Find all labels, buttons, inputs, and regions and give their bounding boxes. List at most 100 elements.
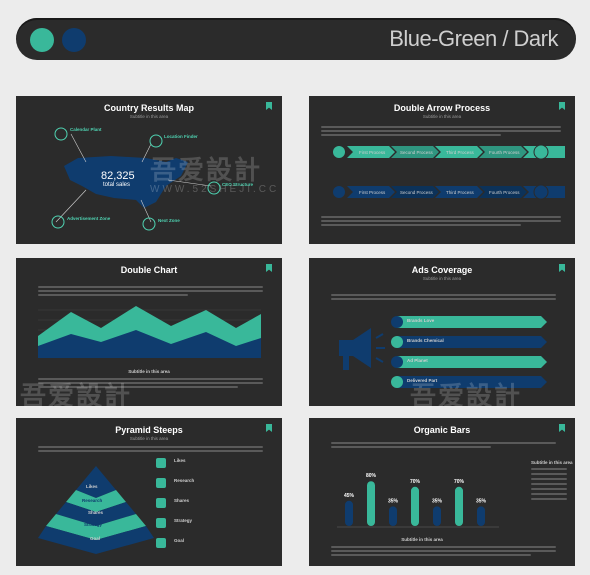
bookmark-icon <box>559 102 565 110</box>
side-item-1: Likes <box>174 458 186 463</box>
total-sales-value: 82,325 <box>101 170 135 182</box>
slide-title: Ads Coverage <box>411 265 473 275</box>
camera-icon <box>156 538 166 548</box>
color-swatch-dark-blue <box>62 28 86 52</box>
side-item-5: Goal <box>174 538 185 543</box>
bar <box>433 506 441 526</box>
chart-caption: Subtitle in this area <box>128 369 170 374</box>
bookmark-icon <box>559 264 565 272</box>
body-text <box>38 294 188 296</box>
body-text <box>38 290 263 292</box>
body-text <box>321 126 561 128</box>
bar <box>455 486 463 526</box>
megaphone-icon <box>339 316 547 388</box>
body-text <box>321 134 501 136</box>
slide-organic-bars[interactable]: Organic Bars 45% 80% 35% 70% 35% 70% 35% Subti… <box>309 418 575 566</box>
ads-item-4: Delivered Part <box>407 378 438 383</box>
watermark-url: WWW.52SHEJI.CC <box>150 184 280 195</box>
process-step-1b: First Process <box>359 190 386 195</box>
slide-country-results-map[interactable]: Country Results Map Subtitle in this are… <box>16 96 282 244</box>
body-text <box>38 450 263 452</box>
body-text <box>38 382 263 384</box>
pyramid-graphic <box>38 466 154 554</box>
bookmark-icon <box>559 424 565 432</box>
bar-value-label: 70% <box>454 479 465 485</box>
body-text <box>321 220 561 222</box>
slide-ads-coverage[interactable]: Ads Coverage Subtitle in this area Brand… <box>309 258 575 406</box>
pyramid-level-5: Goal <box>90 536 101 541</box>
bar <box>411 486 419 526</box>
side-item-3: Shares <box>174 498 190 503</box>
body-text <box>331 294 556 296</box>
body-text <box>38 446 263 448</box>
bar-value-label: 45% <box>344 493 355 499</box>
body-text <box>531 478 567 480</box>
process-step-3b: Third Process <box>446 190 474 195</box>
bar <box>367 481 375 526</box>
callout-next: Next Zone <box>158 218 180 223</box>
slide-pyramid-steeps[interactable]: Pyramid Steeps Subtitle in this area Lik… <box>16 418 282 566</box>
slide-title: Double Arrow Process <box>393 103 491 113</box>
side-item-2: Research <box>174 478 195 483</box>
body-text <box>531 493 567 495</box>
total-sales-label: total sales <box>103 182 131 188</box>
header-title: Blue-Green / Dark <box>389 26 558 51</box>
body-text <box>38 286 263 288</box>
slide-subtitle: Subtitle in this area <box>422 114 462 119</box>
pyramid-level-4: Strategy <box>84 522 103 527</box>
slide-title: Pyramid Steeps <box>115 425 183 435</box>
like-icon <box>156 458 166 468</box>
process-step-2b: Second Process <box>400 190 433 195</box>
process-step-1: First Process <box>359 150 386 155</box>
usa-map-graphic <box>51 127 221 231</box>
body-text <box>531 483 567 485</box>
process-arrows <box>333 144 565 200</box>
ads-item-1: Brands Love <box>407 318 435 323</box>
watermark-logo: 吾爱設計 <box>150 155 263 185</box>
bar-value-label: 35% <box>476 498 487 504</box>
callout-calendar: Calendar Plant <box>70 127 102 132</box>
slide-subtitle: Subtitle in this area <box>422 276 462 281</box>
body-text <box>331 298 556 300</box>
process-step-3: Third Process <box>446 150 474 155</box>
chat-icon <box>156 518 166 528</box>
body-text <box>331 446 491 448</box>
side-item-4: Strategy <box>174 518 193 523</box>
bar <box>345 500 353 526</box>
organic-bar-chart: 45% 80% 35% 70% 35% 70% 35% <box>337 473 499 528</box>
callout-ceo: CEO Structure <box>222 182 254 187</box>
ads-item-3: Ad Planet <box>407 358 428 363</box>
ads-item-2: Brands Chemical <box>407 338 444 343</box>
bar-value-label: 35% <box>432 498 443 504</box>
bookmark-icon <box>266 424 272 432</box>
pyramid-level-1: Likes <box>86 484 98 489</box>
body-text <box>531 473 567 475</box>
area-chart <box>38 306 261 358</box>
callout-advertisement: Advertisement Zone <box>67 216 111 221</box>
bar-value-label: 80% <box>366 473 377 479</box>
process-step-4: Fourth Process <box>489 150 520 155</box>
slide-title: Double Chart <box>120 265 178 275</box>
process-step-4b: Fourth Process <box>489 190 520 195</box>
bookmark-icon <box>266 102 272 110</box>
callout-location: Location Finder <box>164 134 198 139</box>
share-icon <box>156 498 166 508</box>
bookmark-icon <box>266 264 272 272</box>
header-bar: Blue-Green / Dark <box>16 18 576 60</box>
body-text <box>531 498 567 500</box>
bar <box>477 506 485 526</box>
body-text <box>331 550 556 552</box>
body-text <box>331 442 556 444</box>
bar-value-label: 35% <box>388 498 399 504</box>
slide-double-arrow-process[interactable]: Double Arrow Process Subtitle in this ar… <box>309 96 575 244</box>
slide-subtitle: Subtitle in this area <box>129 114 169 119</box>
bar-value-label: 70% <box>410 479 421 485</box>
color-swatch-blue-green <box>30 28 54 52</box>
body-text <box>321 216 561 218</box>
slide-title: Country Results Map <box>103 103 194 113</box>
slide-double-chart[interactable]: Double Chart Subtitle in this area <box>16 258 282 406</box>
slide-title: Organic Bars <box>413 425 471 435</box>
slide-subtitle: Subtitle in this area <box>129 436 169 441</box>
side-title: Subtitle in this area <box>531 460 573 465</box>
watermark-logo: 吾爱設計 <box>410 381 523 411</box>
